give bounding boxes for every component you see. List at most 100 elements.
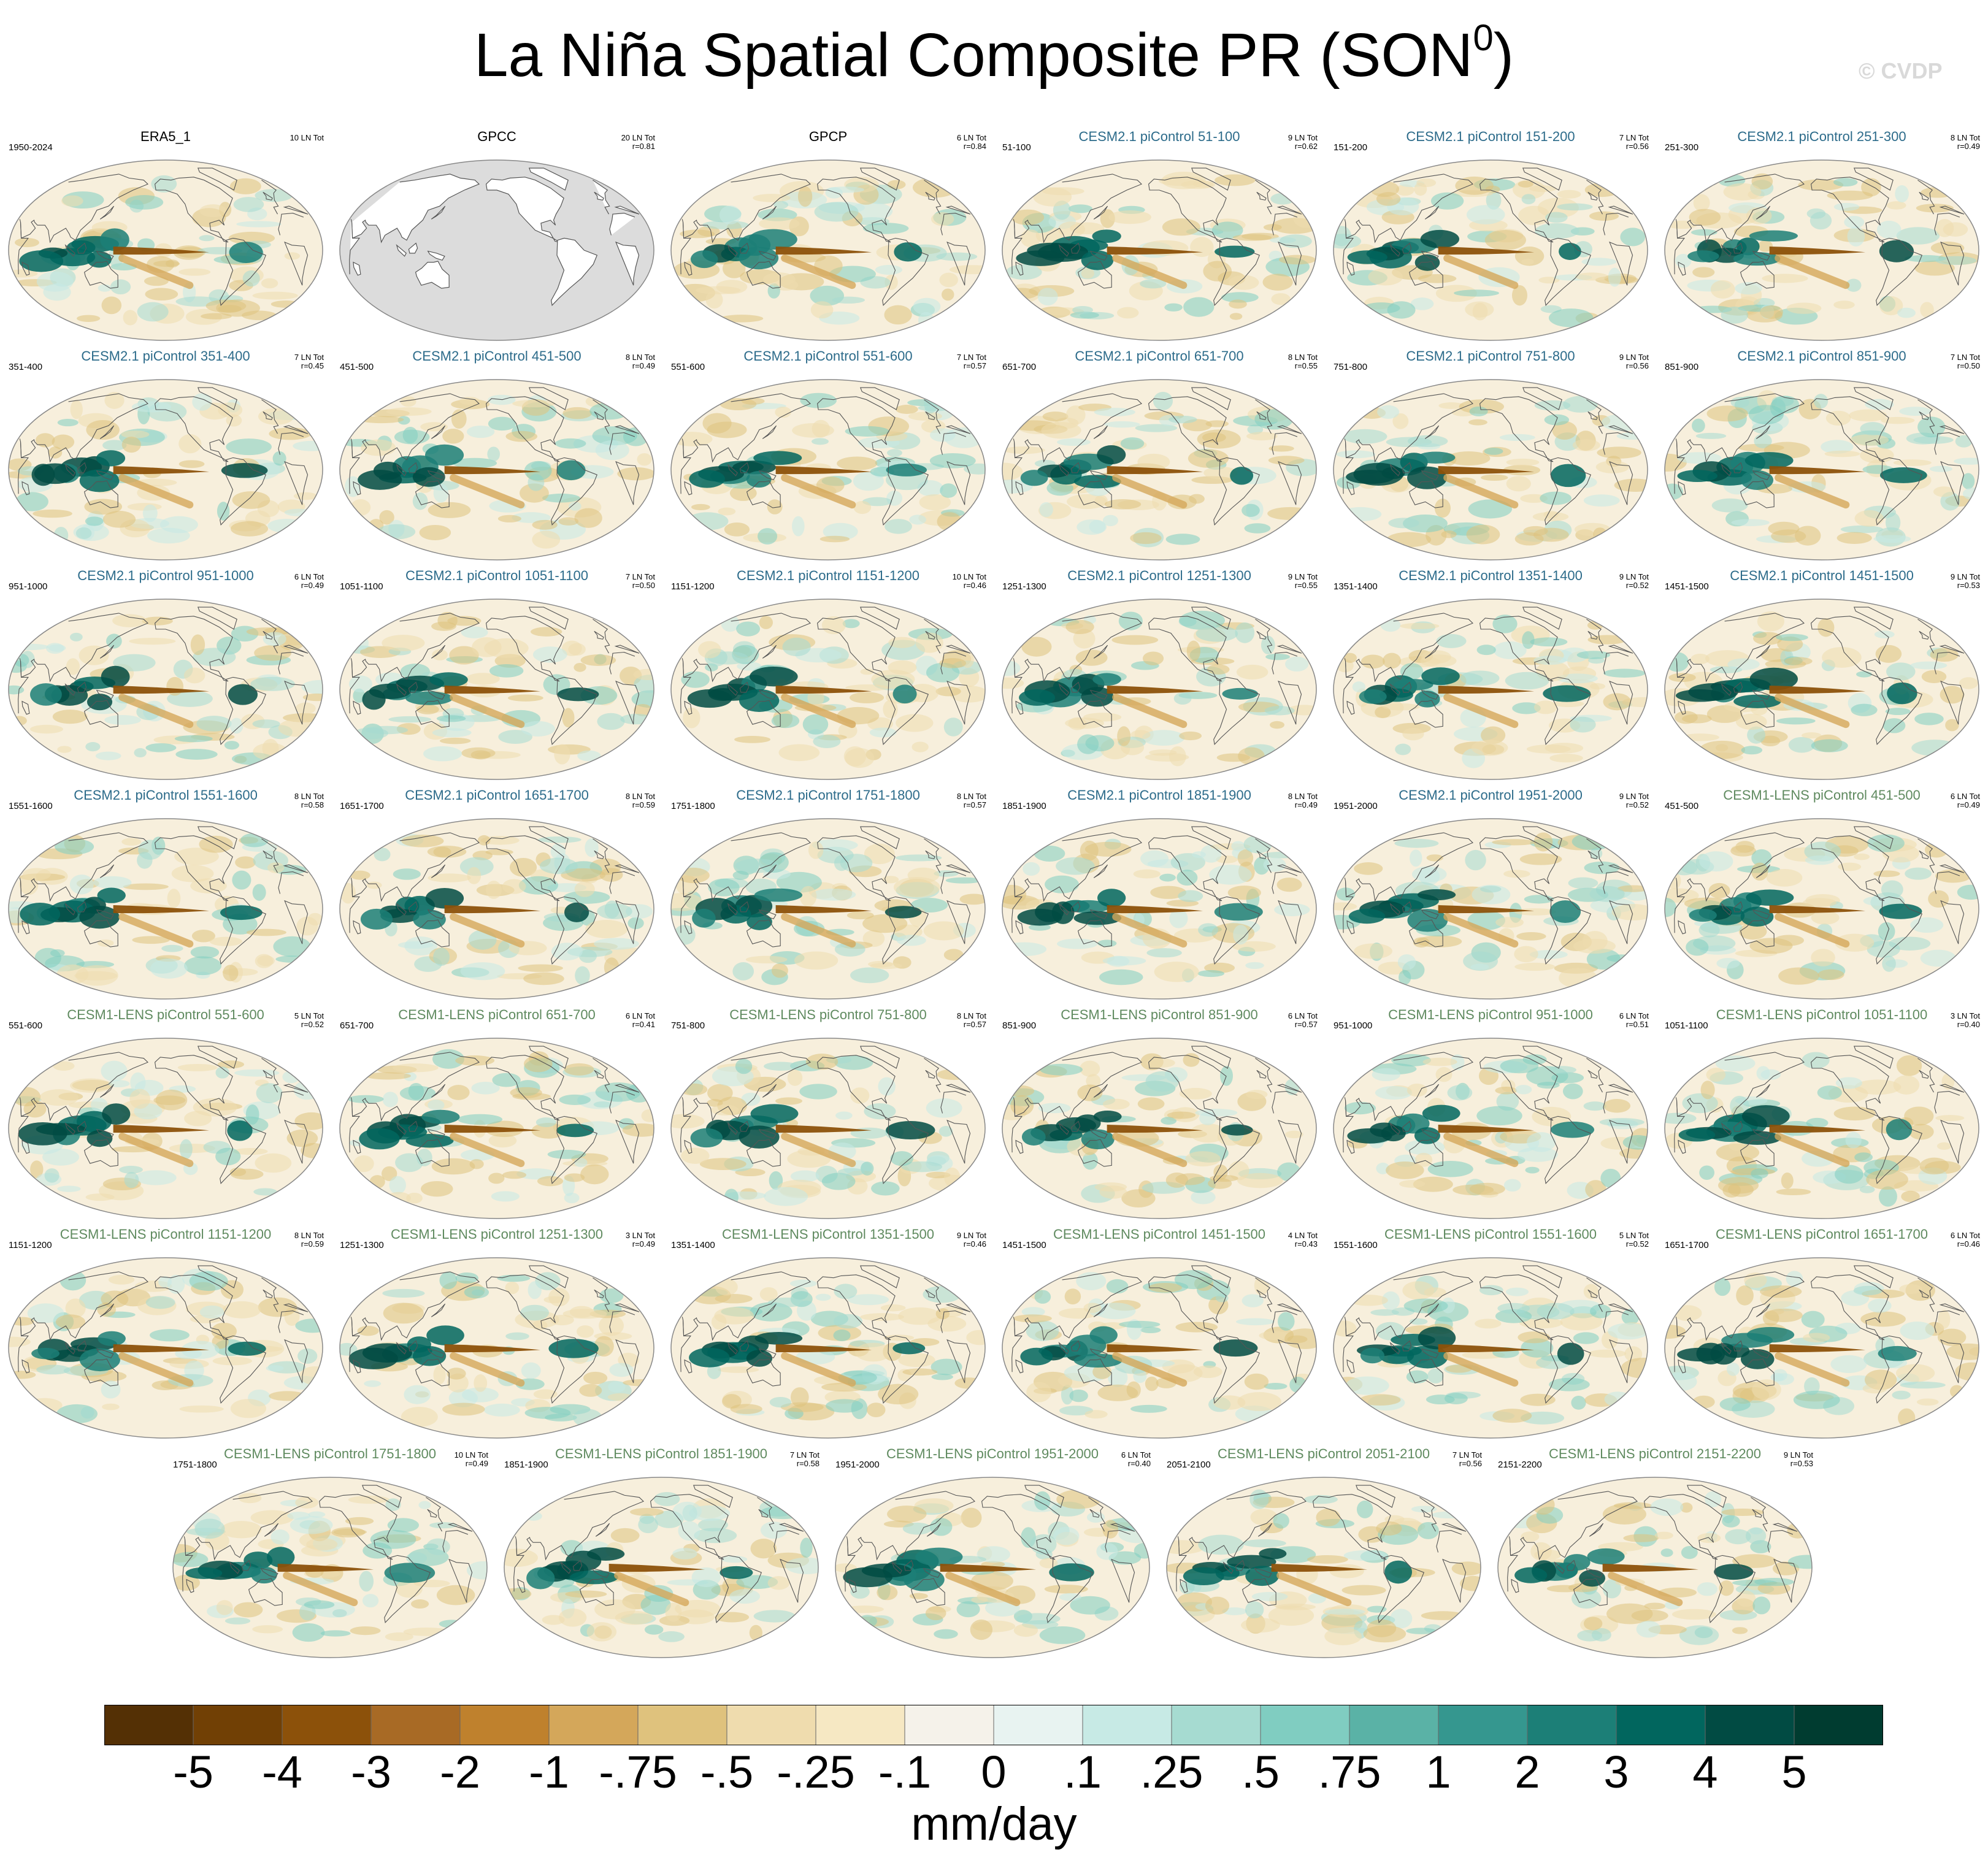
map-frame	[670, 599, 986, 780]
anomaly-blob	[1216, 855, 1238, 863]
anomaly-blob	[1654, 1531, 1673, 1540]
anomaly-blob	[1691, 229, 1717, 236]
anomaly-blob	[406, 1552, 427, 1564]
anomaly-blob	[775, 1097, 802, 1105]
anomaly-blob	[1833, 202, 1860, 211]
wet-anomaly	[886, 1120, 935, 1139]
anomaly-blob	[1860, 1311, 1906, 1327]
panel-years: 651-700	[340, 1020, 374, 1031]
panel-pattern-correlation: r=0.52	[1625, 800, 1649, 809]
wet-anomaly	[1215, 245, 1255, 258]
anomaly-blob	[488, 416, 516, 431]
anomaly-blob	[1706, 1068, 1726, 1082]
anomaly-blob	[1400, 622, 1440, 630]
anomaly-blob	[1723, 183, 1762, 201]
anomaly-blob	[1673, 1305, 1702, 1322]
precip-anomaly-map	[8, 1038, 323, 1219]
map-frame	[339, 1257, 654, 1439]
anomaly-blob	[123, 883, 169, 890]
dry-anomaly-band	[781, 1133, 856, 1168]
anomaly-blob	[1189, 1123, 1227, 1143]
anomaly-blob	[320, 1630, 351, 1637]
anomaly-blob	[1421, 1611, 1465, 1620]
anomaly-blob	[878, 1077, 896, 1096]
precip-anomaly-map	[1664, 159, 1979, 341]
anomaly-blob	[1411, 1506, 1437, 1513]
anomaly-blob	[627, 917, 644, 930]
coastline	[319, 1494, 397, 1560]
anomaly-blob	[1732, 1554, 1777, 1568]
panel-title: CESM1-LENS piControl 1951-2000	[886, 1446, 1099, 1461]
anomaly-blob	[502, 1171, 527, 1179]
anomaly-blob	[358, 416, 404, 424]
anomaly-blob	[1680, 1502, 1693, 1513]
anomaly-blob	[714, 1307, 754, 1325]
coastline	[517, 1578, 526, 1593]
anomaly-blob	[48, 446, 63, 459]
coastline	[155, 1274, 233, 1341]
map-frame	[1664, 599, 1979, 780]
anomaly-blob	[569, 1306, 594, 1318]
anomaly-blob	[1801, 732, 1822, 739]
anomaly-blob	[1824, 450, 1860, 457]
coastline	[758, 1348, 777, 1358]
anomaly-blob	[1468, 419, 1487, 426]
anomaly-blob	[871, 670, 915, 689]
wet-anomaly	[1097, 889, 1126, 908]
panel-title: CESM1-LENS piControl 1651-1700	[1715, 1226, 1929, 1242]
panel-stats: 6 LN Tot r=0.49	[294, 573, 324, 590]
wet-anomaly	[692, 908, 716, 928]
coastline	[1876, 896, 1923, 965]
anomaly-blob	[393, 868, 421, 880]
coastline	[1811, 835, 1889, 901]
anomaly-blob	[174, 847, 219, 865]
anomaly-blob	[439, 737, 471, 744]
anomaly-blob	[153, 1095, 186, 1105]
anomaly-blob	[1751, 173, 1773, 190]
anomaly-blob	[813, 735, 841, 748]
coastline	[1089, 1348, 1108, 1358]
anomaly-blob	[1811, 911, 1840, 925]
map-panel: CESM1-LENS piControl 751-800 751-800 8 LN …	[669, 1007, 988, 1228]
anomaly-blob	[131, 401, 172, 413]
dry-anomaly-band	[781, 254, 856, 289]
anomaly-blob	[297, 1348, 318, 1364]
anomaly-blob	[1454, 289, 1499, 297]
anomaly-blob	[1413, 1176, 1453, 1192]
anomaly-blob	[151, 175, 177, 193]
anomaly-blob	[1853, 1285, 1882, 1296]
anomaly-blob	[1080, 1060, 1100, 1077]
coastline	[1740, 261, 1775, 289]
coastline	[1389, 1342, 1400, 1355]
anomaly-blob	[1631, 1609, 1668, 1622]
anomaly-blob	[340, 882, 356, 904]
dry-anomaly-tongue	[1769, 686, 1866, 694]
anomaly-blob	[1597, 446, 1641, 459]
anomaly-blob	[226, 438, 272, 456]
anomaly-blob	[401, 835, 444, 847]
panel-pattern-correlation: r=0.49	[1294, 800, 1318, 809]
coastline	[1213, 676, 1261, 745]
coastline	[746, 1358, 781, 1387]
wet-anomaly	[384, 1563, 436, 1583]
anomaly-blob	[1549, 1377, 1590, 1391]
coastline	[1345, 393, 1633, 463]
panel-years: 1751-1800	[671, 801, 715, 811]
dry-anomaly-band	[945, 1572, 1021, 1607]
map-frame	[339, 159, 654, 341]
coastline	[1343, 652, 1633, 725]
anomaly-blob	[893, 877, 940, 898]
anomaly-blob	[1244, 1373, 1269, 1390]
anomaly-blob	[1405, 1139, 1445, 1155]
panel-pattern-correlation: r=0.57	[963, 800, 986, 809]
coastline	[1191, 167, 1231, 191]
anomaly-blob	[767, 499, 783, 515]
coastline	[1545, 896, 1592, 965]
anomaly-blob	[447, 1084, 470, 1100]
coastline	[817, 396, 896, 462]
wet-anomaly	[1049, 1563, 1094, 1582]
anomaly-blob	[521, 1362, 541, 1379]
panel-stats: 9 LN Tot r=0.56	[1619, 353, 1649, 370]
anomaly-blob	[885, 519, 912, 534]
anomaly-blob	[1471, 740, 1508, 756]
